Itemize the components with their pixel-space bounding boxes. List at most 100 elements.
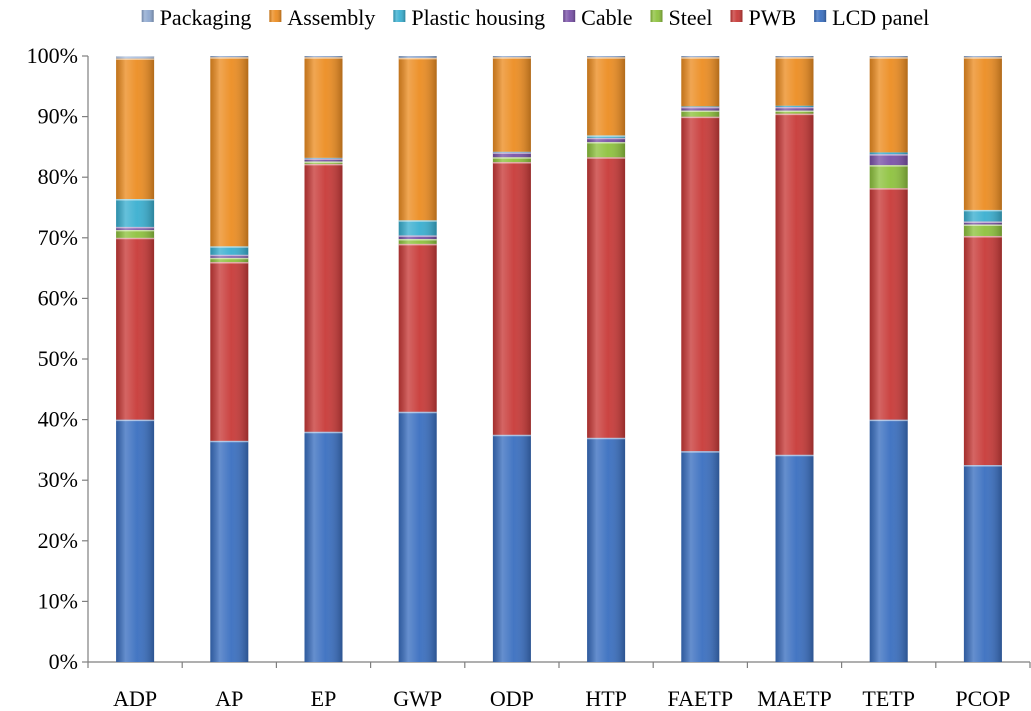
bar-shading — [963, 57, 1002, 210]
y-tick-label: 90% — [38, 104, 78, 129]
legend-swatch-shading — [650, 10, 663, 22]
y-tick-label: 30% — [38, 467, 78, 492]
legend-item-steel: Steel — [650, 5, 712, 30]
legend-label: PWB — [748, 5, 796, 30]
bar-shading — [116, 419, 155, 662]
bar-shading — [116, 199, 155, 227]
legend-swatch-shading — [563, 10, 576, 22]
y-tick-label: 0% — [49, 649, 78, 674]
bar-shading — [116, 237, 155, 420]
legend-label: Steel — [668, 5, 712, 30]
bar-stack-ep — [304, 56, 343, 662]
legend-item-cable: Cable — [563, 5, 633, 30]
bar-shading — [492, 151, 531, 153]
legend-item-lcd-panel: LCD panel — [814, 5, 929, 30]
bar-shading — [587, 437, 626, 662]
y-tick-label: 10% — [38, 588, 78, 613]
bar-shading — [398, 411, 437, 662]
x-tick-label-ep: EP — [311, 686, 337, 711]
bar-shading — [304, 431, 343, 662]
bar-shading — [869, 419, 908, 662]
bar-shading — [304, 158, 343, 162]
bar-shading — [492, 56, 531, 58]
bar-shading — [587, 137, 626, 143]
bar-shading — [398, 235, 437, 240]
bar-shading — [210, 262, 249, 441]
bar-shading — [681, 451, 720, 662]
legend-label: Cable — [581, 5, 632, 30]
chart-legend: Packaging Assembly Plastic housing Cable Ste… — [141, 5, 929, 30]
bar-shading — [775, 113, 814, 455]
bar-shading — [587, 157, 626, 438]
legend-item-pwb: PWB — [730, 5, 796, 30]
bar-shading — [775, 56, 814, 58]
y-tick-label: 60% — [38, 285, 78, 310]
bar-shading — [304, 56, 343, 58]
bar-shading — [681, 116, 720, 452]
x-tick-label-faetp: FAETP — [667, 686, 733, 711]
bar-shading — [210, 257, 249, 263]
legend-item-plastic-housing: Plastic housing — [393, 5, 545, 30]
bar-stack-faetp — [681, 56, 720, 662]
bar-shading — [963, 235, 1002, 466]
bar-shading — [492, 157, 531, 163]
y-tick-label: 50% — [38, 346, 78, 371]
bar-stack-tetp — [869, 56, 908, 662]
bar-shading — [492, 152, 531, 158]
bar-shading — [963, 221, 1002, 225]
legend-label: Assembly — [287, 5, 375, 30]
bar-stack-odp — [492, 56, 531, 662]
bars — [116, 56, 1002, 662]
x-tick-label-pcop: PCOP — [955, 686, 1010, 711]
bar-shading — [869, 56, 908, 58]
bar-shading — [681, 106, 720, 107]
legend-label: Packaging — [160, 5, 252, 30]
bar-shading — [963, 465, 1002, 662]
bar-shading — [116, 58, 155, 200]
bar-stack-gwp — [398, 56, 437, 662]
bar-shading — [869, 188, 908, 420]
bar-shading — [775, 110, 814, 114]
legend-swatch-shading — [269, 10, 282, 22]
bar-shading — [304, 163, 343, 432]
bar-shading — [398, 57, 437, 221]
legend-item-packaging: Packaging — [141, 5, 252, 30]
x-tick-label-adp: ADP — [113, 686, 157, 711]
bar-shading — [210, 246, 249, 255]
y-tick-label: 80% — [38, 164, 78, 189]
y-axis: 0% 10% 20% 30% 40% 50% 60% 70% 80% 90% 100% — [27, 43, 89, 674]
bar-shading — [398, 220, 437, 236]
bar-stack-htp — [587, 56, 626, 662]
bar-shading — [869, 152, 908, 155]
x-axis: ADP AP EP GWP ODP HTP FAETP MAETP TETP PCOP — [87, 661, 1031, 711]
bar-shading — [116, 226, 155, 230]
bar-stack-pcop — [963, 56, 1002, 662]
bar-shading — [210, 440, 249, 662]
legend-swatch-shading — [141, 10, 154, 22]
bar-shading — [681, 57, 720, 107]
bar-stack-ap — [210, 56, 249, 662]
y-tick-label: 20% — [38, 528, 78, 553]
legend-swatch-shading — [814, 10, 827, 22]
bar-stack-adp — [116, 56, 155, 662]
bar-shading — [963, 224, 1002, 236]
bar-shading — [775, 454, 814, 662]
bar-shading — [963, 209, 1002, 222]
bar-shading — [304, 57, 343, 158]
legend-swatch-shading — [393, 10, 406, 22]
bar-shading — [587, 142, 626, 158]
legend-item-assembly: Assembly — [269, 5, 375, 30]
bar-shading — [492, 434, 531, 662]
x-tick-label-odp: ODP — [490, 686, 534, 711]
bar-shading — [775, 105, 814, 107]
bar-shading — [398, 56, 437, 58]
x-tick-label-htp: HTP — [585, 686, 627, 711]
x-tick-label-ap: AP — [215, 686, 243, 711]
bar-shading — [210, 254, 249, 258]
bar-shading — [398, 243, 437, 412]
bar-shading — [963, 56, 1002, 58]
legend-label: Plastic housing — [411, 5, 545, 30]
bar-shading — [587, 57, 626, 136]
bar-shading — [398, 239, 437, 244]
